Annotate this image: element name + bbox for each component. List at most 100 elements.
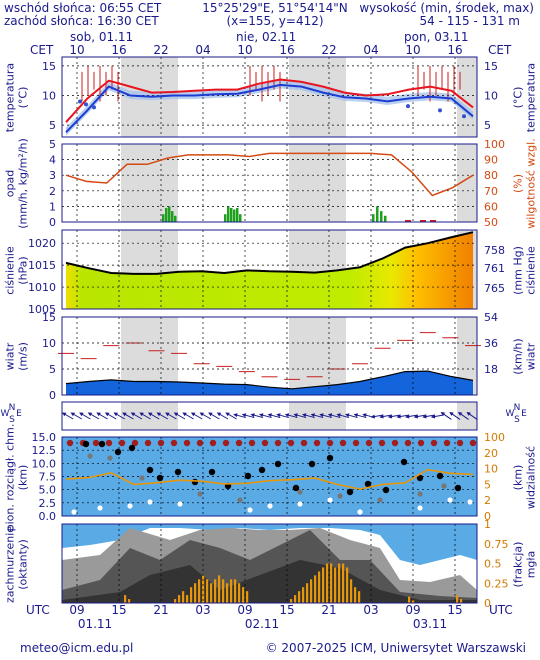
cloud-tick-left: 7.5 <box>39 471 57 484</box>
date-label-1: 01.11 <box>77 617 113 631</box>
precip-bar <box>239 214 242 222</box>
temp-tick-right: 15 <box>484 60 498 73</box>
wind-direction-arrow <box>387 414 401 419</box>
cloud-top-dot <box>261 439 269 447</box>
height-label: wysokość (min, środek, max) <box>359 1 534 15</box>
panel-border <box>61 523 478 604</box>
cloud-low-dot <box>327 497 333 503</box>
wind-direction-arrow <box>70 412 83 420</box>
top-timezone-right: CET <box>488 43 512 57</box>
day-label-3: pon, 03.11 <box>404 30 469 44</box>
coordinates-text: 15°25'29"E, 51°54'14"N <box>202 1 348 15</box>
top-hour-label: 16 <box>279 43 295 57</box>
cloud-base-dot <box>208 468 216 476</box>
wind-direction-arrow <box>430 414 444 419</box>
sunset-text: zachód słońca: 16:30 CET <box>4 14 159 28</box>
cloud-mid-dot <box>87 453 93 459</box>
bottom-hour-label: 21 <box>153 603 169 617</box>
panel-border <box>61 56 478 138</box>
cloud-top-dot <box>157 439 165 447</box>
cloud-top-dot <box>456 439 464 447</box>
height-values: 54 - 115 - 131 m <box>419 14 521 28</box>
pressure-tick-left: 1005 <box>28 303 56 316</box>
cloud-base-dot <box>326 454 334 462</box>
top-hour-label: 10 <box>237 43 253 57</box>
cloud-base-dot <box>128 444 136 452</box>
cloud-top-dot <box>105 439 113 447</box>
fog-bar <box>182 591 185 603</box>
visibility-tick: 0 <box>484 510 491 523</box>
wind-direction-arrow <box>250 413 264 419</box>
cloud-base-dot <box>146 466 154 474</box>
top-hour-label: 04 <box>363 43 379 57</box>
pressure-tick-left: 1010 <box>28 281 56 294</box>
sunrise-text: wschód słońca: 06:55 CET <box>4 1 162 15</box>
day-label-1: sob, 01.11 <box>70 30 134 44</box>
precip-bar <box>162 214 165 222</box>
fog-bar <box>358 591 361 603</box>
cloud-mid-dot <box>377 497 383 503</box>
fog-bar <box>242 587 245 603</box>
visibility-tick: 2 <box>484 494 491 507</box>
precip-marker <box>405 220 411 222</box>
cloud-top-dot <box>313 439 321 447</box>
cloud-top-dot <box>391 439 399 447</box>
fog-bar <box>174 599 177 603</box>
wind-direction-arrow <box>79 412 91 420</box>
cloud-top-dot <box>417 439 425 447</box>
cloud-tick-left: 15.0 <box>32 431 57 444</box>
panel-unit-right: (frakcja) <box>511 541 525 587</box>
fog-bar <box>124 595 127 603</box>
panel-unit-left: (m/s) <box>16 342 30 371</box>
fog-bar <box>128 599 131 603</box>
fog-bar <box>456 595 459 603</box>
wind-direction-arrow <box>457 411 469 420</box>
panel-label-left: wiatr <box>3 342 17 371</box>
visibility-tick: 20 <box>484 447 498 460</box>
wind-direction-arrow <box>165 412 177 420</box>
wind-direction-arrow <box>122 412 134 420</box>
cloud-top-dot <box>274 439 282 447</box>
wind-direction-arrow <box>241 413 255 419</box>
panel-unit-right: (km/h) <box>511 338 525 375</box>
compass-right: S <box>514 415 520 425</box>
cloud-low-dot <box>447 497 453 503</box>
wind-direction-arrow <box>276 413 289 419</box>
dew-point-line <box>65 83 474 133</box>
cloud-base-dot <box>346 488 354 496</box>
pressure-tick-right: 765 <box>484 282 505 295</box>
cloud-base-dot <box>98 440 106 448</box>
fog-bar <box>338 563 341 603</box>
wind-direction-arrow <box>96 412 108 420</box>
panel-border <box>61 316 478 396</box>
contact-email-link[interactable]: meteo@icm.edu.pl <box>20 641 134 655</box>
wind-direction-arrow <box>449 411 461 420</box>
fog-tick: 0.75 <box>484 538 509 551</box>
precip-bar <box>174 215 177 222</box>
precip-bar <box>171 211 174 222</box>
cloud-tick-left: 0.0 <box>39 510 57 523</box>
wind-direction-arrow <box>336 413 350 419</box>
wind-direction-arrow <box>466 411 478 420</box>
bottom-hour-label: 15 <box>279 603 295 617</box>
pressure-tick-left: 1015 <box>28 259 56 272</box>
humidity-tick: 100 <box>484 138 505 151</box>
humidity-tick: 70 <box>484 185 498 198</box>
panel-label-left: zachmurzenie <box>3 525 17 603</box>
wind-direction-arrow <box>284 413 298 419</box>
top-hour-label: 16 <box>447 43 463 57</box>
cloud-mid-dot <box>139 475 145 481</box>
bottom-hour-label: 21 <box>321 603 337 617</box>
cloud-base-dot <box>400 458 408 466</box>
fog-bar <box>206 579 209 603</box>
night-band <box>457 317 477 395</box>
wind-direction-arrow <box>440 411 452 420</box>
fog-bar <box>412 599 415 603</box>
day-label-2: nie, 02.11 <box>236 30 297 44</box>
top-hour-label: 22 <box>321 43 337 57</box>
wind-tick-left: 0 <box>49 389 56 402</box>
fog-tick: 0 <box>484 597 491 610</box>
fog-bar <box>330 563 333 603</box>
humidity-tick: 50 <box>484 216 498 229</box>
precip-tick: 4 <box>49 154 56 167</box>
